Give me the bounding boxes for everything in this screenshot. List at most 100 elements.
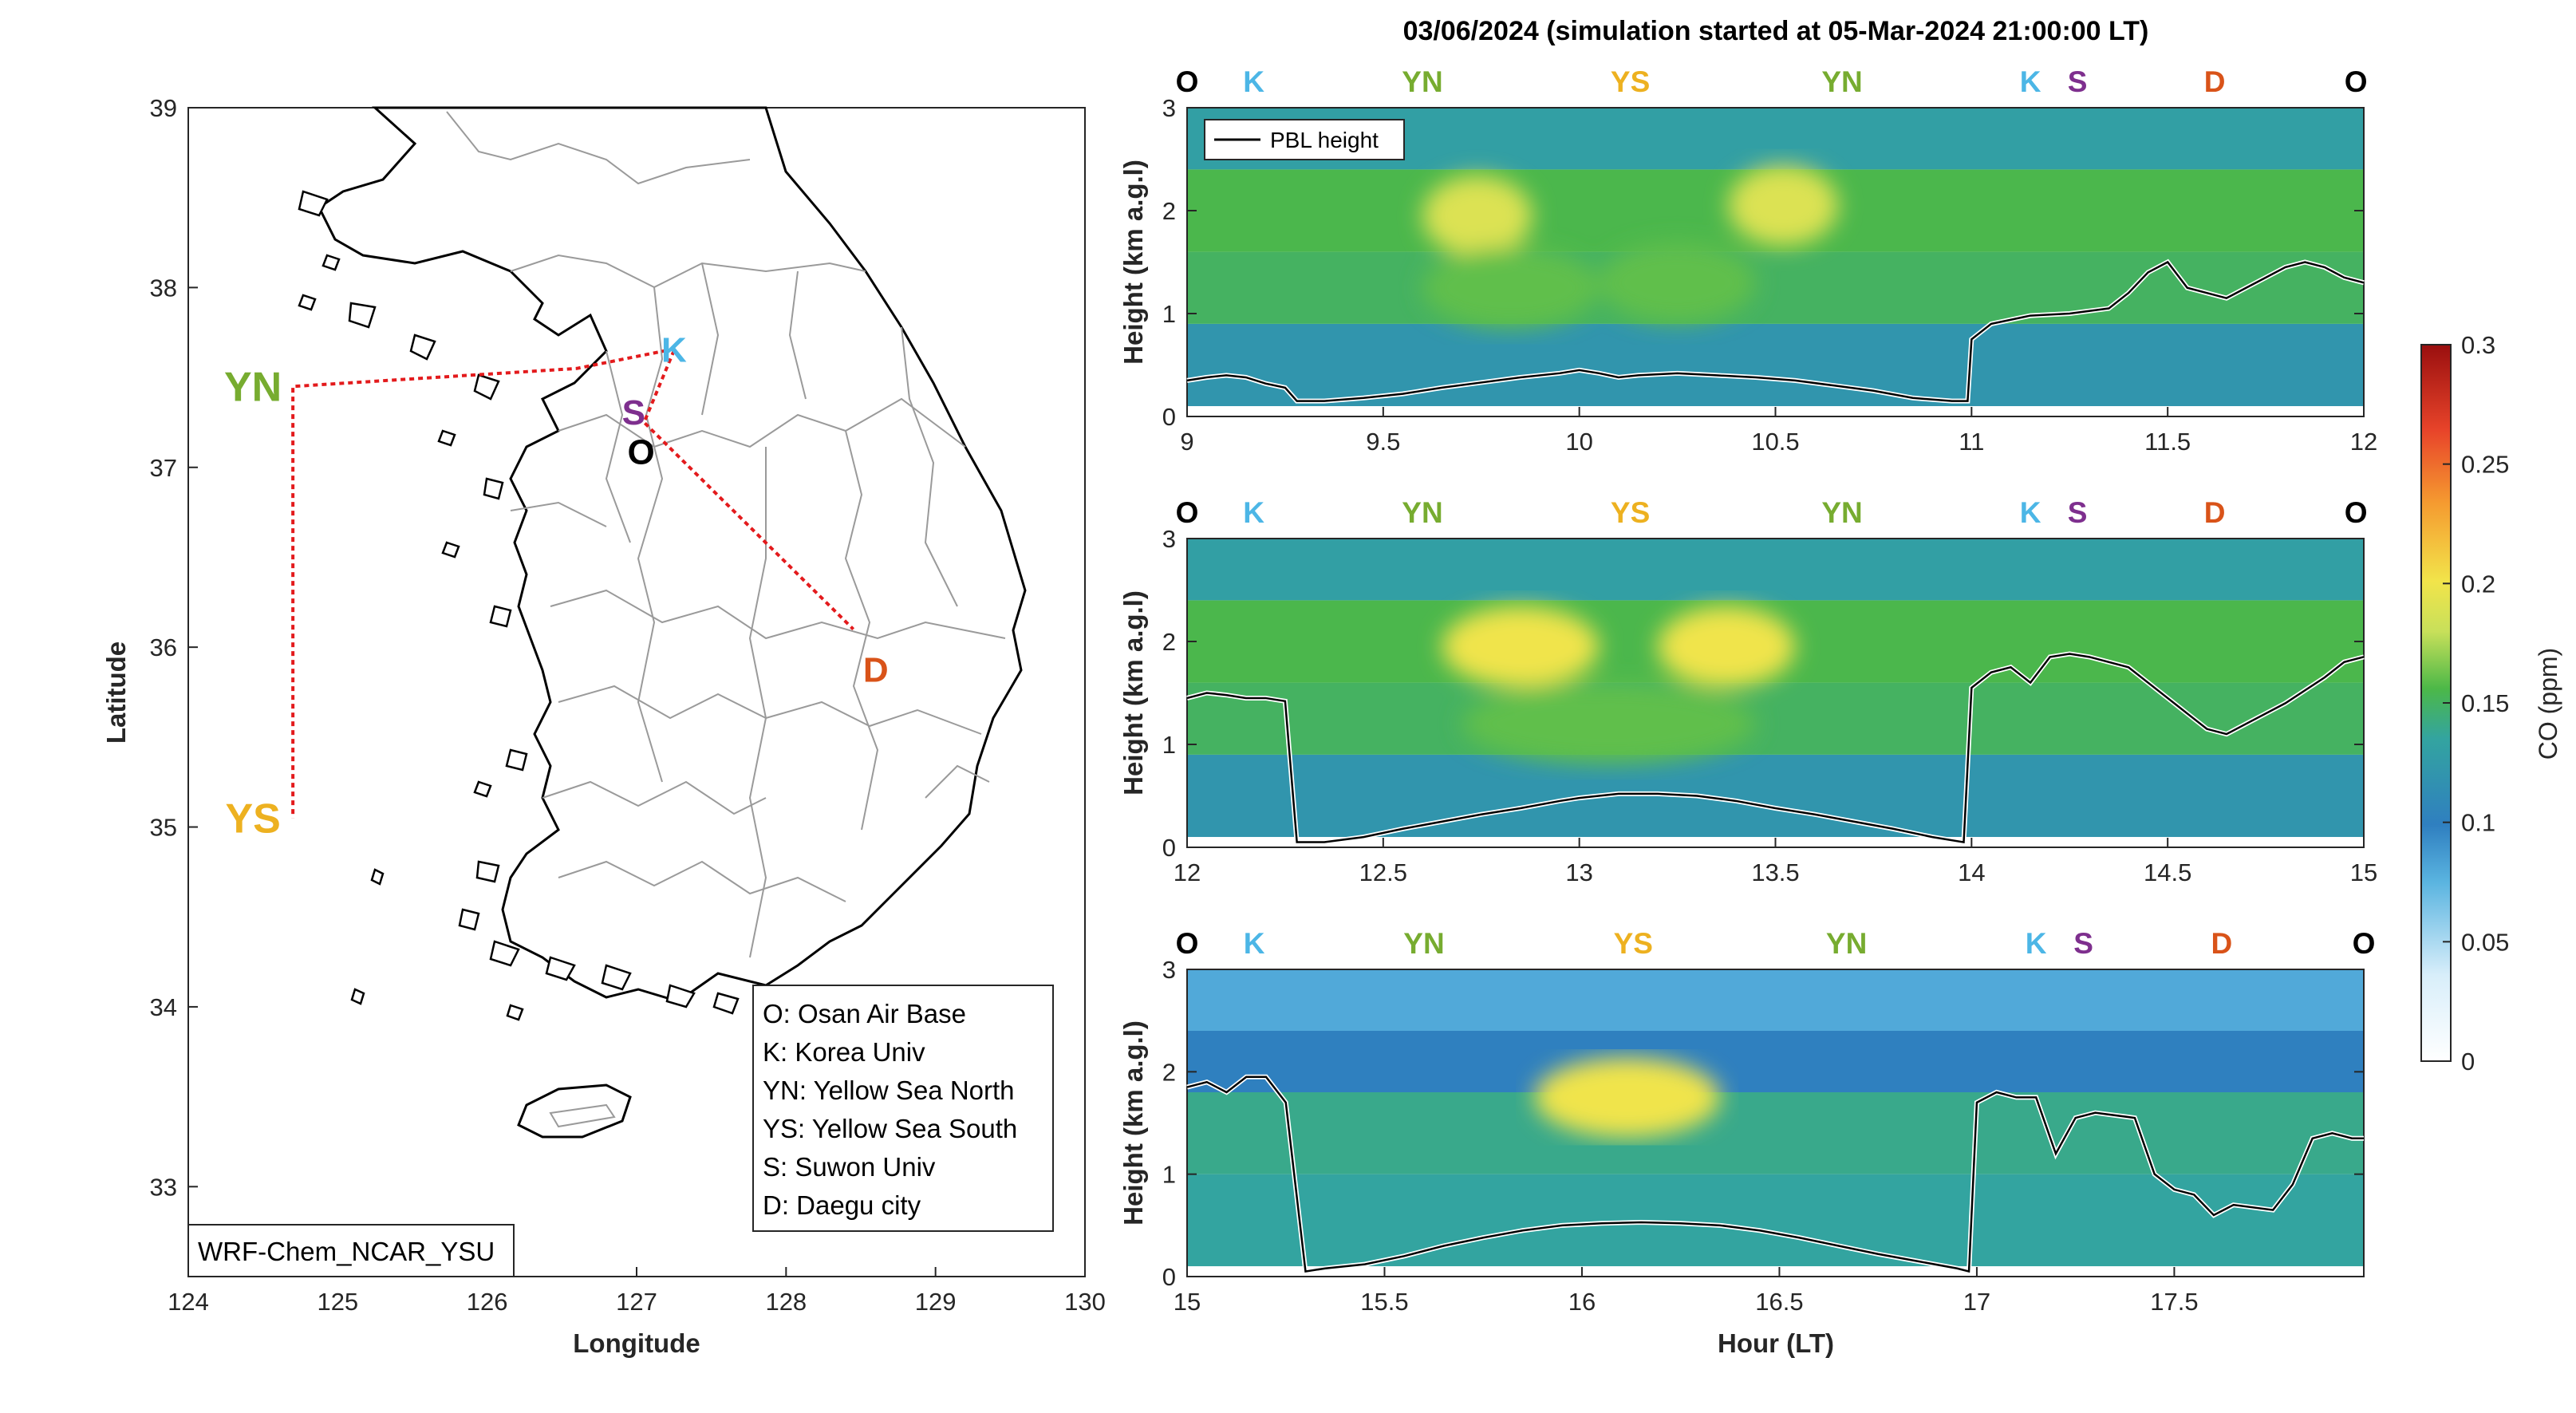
x-tick-label: 12 — [2350, 428, 2377, 456]
y-axis-label: Height (km a.g.l) — [1118, 1020, 1148, 1226]
site-code-D: D — [2211, 927, 2232, 960]
admin-boundaries — [446, 111, 1006, 958]
y-tick-label: 0 — [1162, 403, 1176, 431]
co-plume — [1422, 176, 1533, 256]
co-plume — [1599, 242, 1756, 323]
map-site-S: S — [622, 393, 645, 432]
site-code-O: O — [2345, 496, 2368, 529]
map-ytick-label: 33 — [150, 1173, 177, 1201]
flight-route — [291, 349, 855, 819]
map-ylabel: Latitude — [101, 641, 131, 744]
map-xticks: 124 125 126 127 128 129 130 — [168, 1267, 1106, 1316]
co-layer — [1187, 754, 2364, 838]
x-tick-label: 16.5 — [1755, 1288, 1803, 1316]
site-code-YN: YN — [1826, 927, 1867, 960]
x-tick-label: 15.5 — [1360, 1288, 1408, 1316]
y-tick-label: 0 — [1162, 834, 1176, 862]
map-xtick-label: 130 — [1064, 1288, 1106, 1316]
x-tick-label: 9.5 — [1366, 428, 1400, 456]
colorbar-tick-label: 0.15 — [2461, 689, 2509, 717]
y-tick-label: 3 — [1162, 956, 1176, 984]
map-site-O: O — [628, 433, 655, 472]
y-tick-label: 3 — [1162, 94, 1176, 122]
map-ytick-label: 38 — [150, 274, 177, 302]
y-tick-label: 2 — [1162, 197, 1176, 225]
site-code-YS: YS — [1614, 927, 1653, 960]
colorbar-label: CO (ppm) — [2534, 648, 2562, 760]
site-legend-item: YS: Yellow Sea South — [763, 1114, 1017, 1143]
x-tick-label: 13 — [1565, 858, 1592, 886]
colorbar-tick-label: 0.05 — [2461, 928, 2509, 956]
y-tick-label: 1 — [1162, 1161, 1176, 1189]
site-code-YN: YN — [1402, 496, 1442, 529]
map-site-YN: YN — [224, 364, 282, 410]
figure-title: 03/06/2024 (simulation started at 05-Mar… — [1403, 16, 2149, 46]
pbl-line — [1186, 260, 2365, 402]
curtain-panel-3: 15 15.5 16 16.5 17 17.5 0 1 2 3 Height (km a.g.l) O… — [1118, 927, 2375, 1316]
site-code-K: K — [2020, 496, 2041, 529]
site-code-D: D — [2204, 496, 2226, 529]
map-ytick-label: 35 — [150, 814, 177, 842]
x-tick-label: 10 — [1565, 428, 1592, 456]
y-tick-label: 1 — [1162, 731, 1176, 759]
y-tick-label: 0 — [1162, 1263, 1176, 1291]
map-site-K: K — [661, 330, 687, 369]
map-xtick-label: 126 — [467, 1288, 508, 1316]
site-legend-item: O: Osan Air Base — [763, 999, 966, 1028]
site-code-YS: YS — [1611, 496, 1650, 529]
x-tick-label: 15 — [1174, 1288, 1201, 1316]
site-code-S: S — [2068, 65, 2088, 98]
y-axis-label: Height (km a.g.l) — [1118, 590, 1148, 795]
site-legend-item: D: Daegu city — [763, 1190, 921, 1220]
co-plume — [1422, 247, 1600, 329]
site-code-D: D — [2204, 65, 2226, 98]
y-tick-label: 2 — [1162, 1058, 1176, 1086]
co-layer — [1187, 969, 2364, 1031]
co-layer — [1187, 539, 2364, 601]
map-ytick-label: 39 — [150, 94, 177, 122]
site-code-K: K — [2026, 927, 2047, 960]
x-tick-label: 10.5 — [1751, 428, 1799, 456]
map-ytick-label: 34 — [150, 993, 177, 1021]
co-plume — [1462, 683, 1756, 764]
x-tick-label: 14 — [1958, 858, 1985, 886]
site-code-YN: YN — [1403, 927, 1444, 960]
map-xtick-label: 124 — [168, 1288, 209, 1316]
x-tick-label: 16 — [1568, 1288, 1596, 1316]
peninsula-outline — [318, 106, 1027, 1003]
colorbar-tick-label: 0.25 — [2461, 451, 2509, 479]
colorbar-tick-label: 0 — [2461, 1048, 2475, 1076]
colorbar-tick-label: 0.1 — [2461, 809, 2495, 837]
map-ytick-label: 36 — [150, 633, 177, 661]
site-legend-item: YN: Yellow Sea North — [763, 1076, 1015, 1105]
site-code-O: O — [1176, 65, 1199, 98]
map-xtick-label: 127 — [616, 1288, 657, 1316]
y-tick-label: 2 — [1162, 628, 1176, 656]
map-yticks: 33 34 35 36 37 38 39 — [150, 94, 198, 1201]
co-plume — [1534, 1057, 1721, 1138]
site-legend: O: Osan Air Base K: Korea Univ YN: Yellow … — [752, 985, 1054, 1232]
site-code-YN: YN — [1821, 65, 1862, 98]
co-layer — [1187, 323, 2364, 407]
y-tick-label: 1 — [1162, 300, 1176, 328]
jeju-island — [517, 1083, 632, 1139]
korea-land — [298, 106, 1027, 1139]
colorbar-tick-label: 0.2 — [2461, 570, 2495, 598]
x-tick-label: 17.5 — [2150, 1288, 2198, 1316]
site-code-K: K — [1243, 65, 1264, 98]
map-site-D: D — [863, 650, 889, 689]
pbl-legend: PBL height — [1204, 119, 1405, 160]
site-code-YN: YN — [1402, 65, 1442, 98]
site-code-O: O — [2353, 927, 2376, 960]
co-layer — [1187, 1092, 2364, 1174]
x-tick-label: 14.5 — [2144, 858, 2191, 886]
colorbar: 0 0.05 0.1 0.15 0.2 0.25 0.3 CO (ppm) — [2420, 331, 2562, 1076]
route-line — [642, 349, 855, 631]
co-layer — [1187, 1031, 2364, 1092]
site-code-O: O — [1176, 496, 1199, 529]
model-label-box: WRF-Chem_NCAR_YSU — [187, 1224, 515, 1277]
panel-axes — [1186, 969, 2365, 1277]
